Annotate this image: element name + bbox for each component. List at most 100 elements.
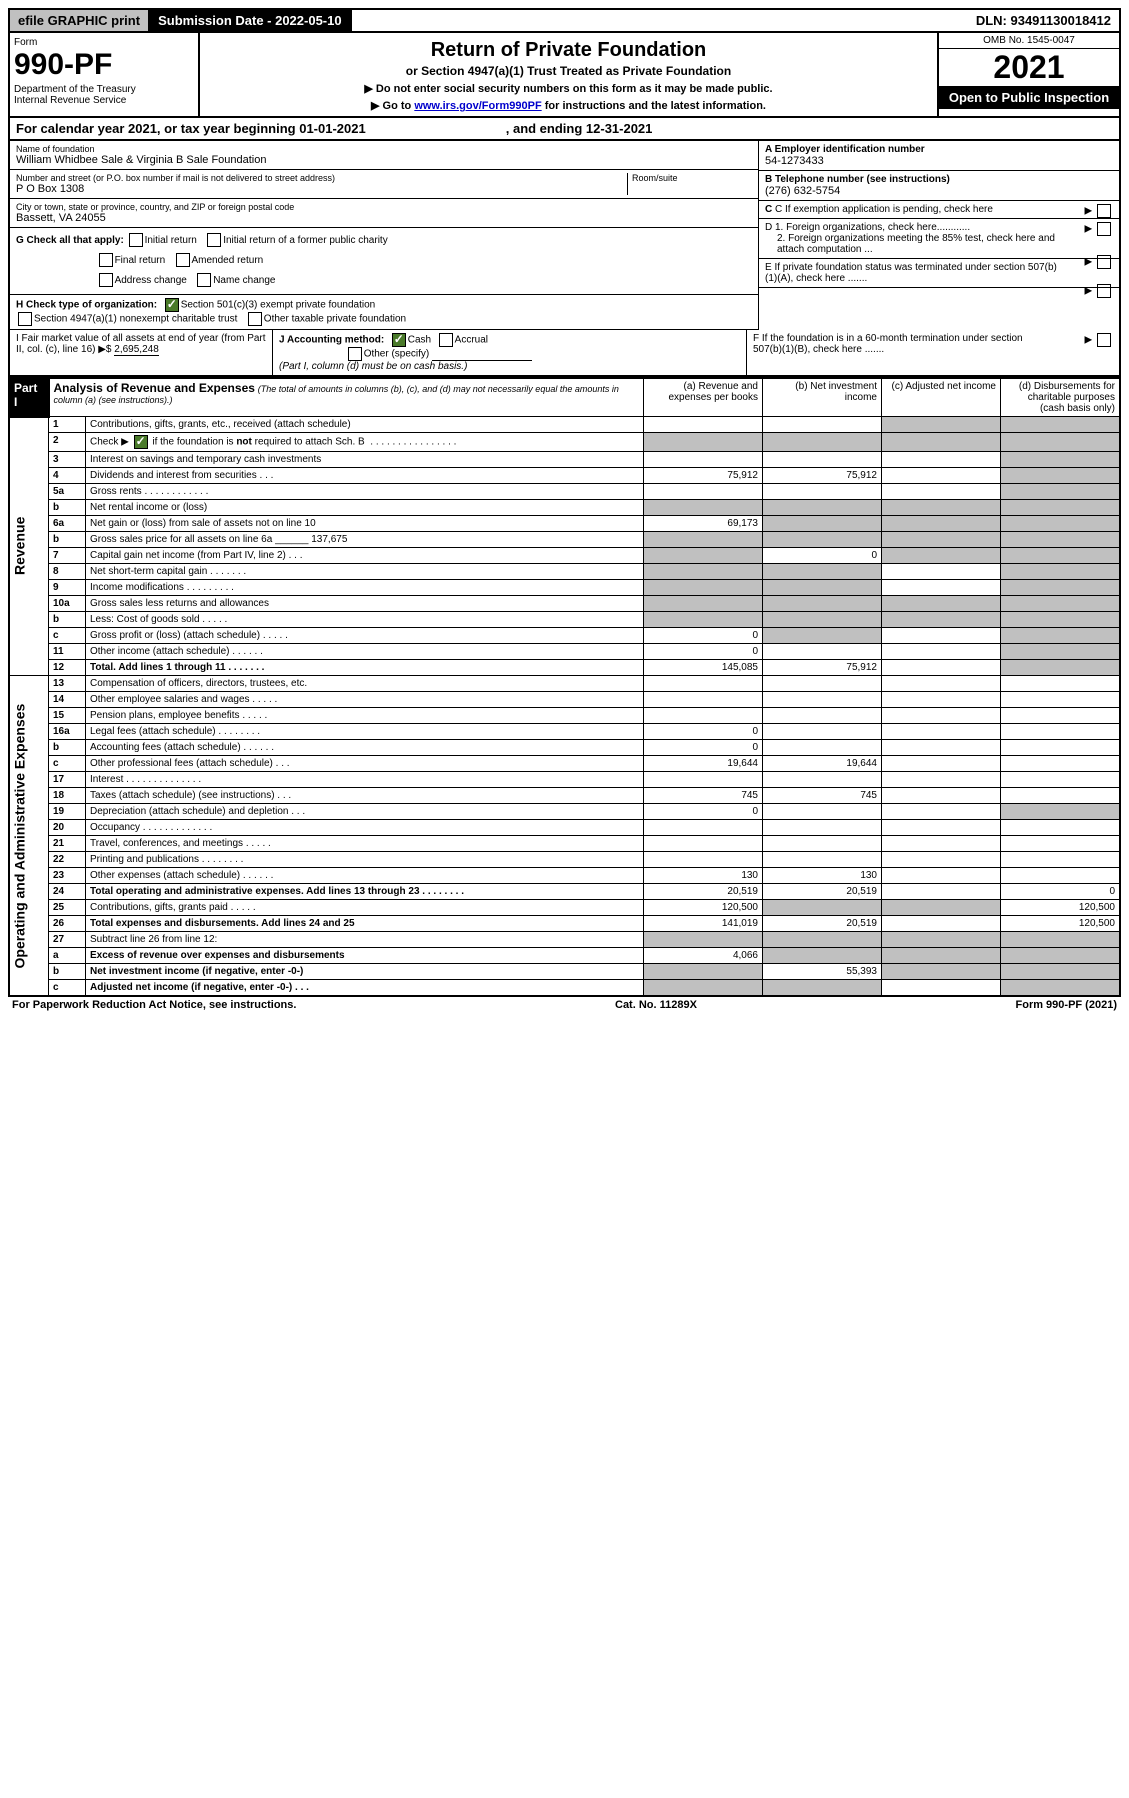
value-cell: 20,519 xyxy=(763,916,882,932)
section-j: J Accounting method: Cash Accrual Other … xyxy=(273,330,747,375)
line-description: Other income (attach schedule) . . . . .… xyxy=(86,644,644,660)
line-number: 27 xyxy=(49,932,86,948)
foundation-name-cell: Name of foundation William Whidbee Sale … xyxy=(10,141,758,170)
value-cell xyxy=(1001,740,1121,756)
table-row: 15Pension plans, employee benefits . . .… xyxy=(9,708,1120,724)
value-cell xyxy=(882,772,1001,788)
form-label: Form xyxy=(14,37,194,48)
phone-cell: B Telephone number (see instructions) (2… xyxy=(759,171,1119,201)
value-cell xyxy=(882,916,1001,932)
value-cell xyxy=(882,900,1001,916)
line-description: Compensation of officers, directors, tru… xyxy=(86,676,644,692)
chk-501c3[interactable] xyxy=(165,298,179,312)
value-cell xyxy=(1001,756,1121,772)
chk-other-taxable[interactable] xyxy=(248,312,262,326)
line-description: Check ▶ if the foundation is not require… xyxy=(86,433,644,452)
value-cell xyxy=(1001,932,1121,948)
line-number: 10a xyxy=(49,596,86,612)
chk-amended[interactable] xyxy=(176,253,190,267)
chk-c[interactable] xyxy=(1097,204,1111,218)
chk-final-return[interactable] xyxy=(99,253,113,267)
table-row: 14Other employee salaries and wages . . … xyxy=(9,692,1120,708)
value-cell xyxy=(882,948,1001,964)
value-cell xyxy=(763,628,882,644)
value-cell xyxy=(644,532,763,548)
section-c: C C If exemption application is pending,… xyxy=(759,201,1119,219)
line-description: Pension plans, employee benefits . . . .… xyxy=(86,708,644,724)
chk-initial-former[interactable] xyxy=(207,233,221,247)
line-number: b xyxy=(49,500,86,516)
value-cell xyxy=(763,433,882,452)
efile-print-button[interactable]: efile GRAPHIC print xyxy=(10,10,150,31)
chk-name-change[interactable] xyxy=(197,273,211,287)
chk-4947[interactable] xyxy=(18,312,32,326)
value-cell xyxy=(1001,532,1121,548)
table-row: Operating and Administrative Expenses13C… xyxy=(9,676,1120,692)
chk-f[interactable] xyxy=(1097,333,1111,347)
table-row: bGross sales price for all assets on lin… xyxy=(9,532,1120,548)
line-description: Travel, conferences, and meetings . . . … xyxy=(86,836,644,852)
value-cell xyxy=(882,452,1001,468)
value-cell xyxy=(1001,644,1121,660)
submission-date: Submission Date - 2022-05-10 xyxy=(150,10,352,31)
line-description: Total expenses and disbursements. Add li… xyxy=(86,916,644,932)
line-number: 16a xyxy=(49,724,86,740)
value-cell xyxy=(644,484,763,500)
open-public: Open to Public Inspection xyxy=(939,86,1119,109)
chk-d1[interactable] xyxy=(1097,222,1111,236)
table-row: 27Subtract line 26 from line 12: xyxy=(9,932,1120,948)
table-row: bNet investment income (if negative, ent… xyxy=(9,964,1120,980)
table-row: 22Printing and publications . . . . . . … xyxy=(9,852,1120,868)
col-a-header: (a) Revenue and expenses per books xyxy=(644,378,763,417)
value-cell xyxy=(882,500,1001,516)
chk-sch-b[interactable] xyxy=(134,435,148,449)
ein-cell: A Employer identification number 54-1273… xyxy=(759,141,1119,171)
address-cell: Number and street (or P.O. box number if… xyxy=(10,170,758,199)
value-cell: 120,500 xyxy=(1001,900,1121,916)
value-cell: 130 xyxy=(763,868,882,884)
line-number: 15 xyxy=(49,708,86,724)
footer-right: Form 990-PF (2021) xyxy=(1016,999,1117,1011)
value-cell xyxy=(763,532,882,548)
chk-address-change[interactable] xyxy=(99,273,113,287)
line-description: Accounting fees (attach schedule) . . . … xyxy=(86,740,644,756)
irs-link[interactable]: www.irs.gov/Form990PF xyxy=(414,100,541,112)
table-row: 7Capital gain net income (from Part IV, … xyxy=(9,548,1120,564)
header-mid: Return of Private Foundation or Section … xyxy=(200,33,937,116)
chk-cash[interactable] xyxy=(392,333,406,347)
value-cell xyxy=(763,676,882,692)
value-cell: 0 xyxy=(644,724,763,740)
form-note-1: ▶ Do not enter social security numbers o… xyxy=(204,82,933,95)
table-row: 3Interest on savings and temporary cash … xyxy=(9,452,1120,468)
line-number: 1 xyxy=(49,417,86,433)
value-cell xyxy=(644,676,763,692)
chk-accrual[interactable] xyxy=(439,333,453,347)
value-cell xyxy=(644,500,763,516)
top-bar: efile GRAPHIC print Submission Date - 20… xyxy=(8,8,1121,33)
value-cell xyxy=(644,596,763,612)
table-row: aExcess of revenue over expenses and dis… xyxy=(9,948,1120,964)
value-cell xyxy=(1001,692,1121,708)
chk-other-method[interactable] xyxy=(348,347,362,361)
value-cell xyxy=(644,964,763,980)
chk-d2[interactable] xyxy=(1097,255,1111,269)
value-cell xyxy=(644,692,763,708)
section-h: H Check type of organization: Section 50… xyxy=(10,295,758,330)
omb-number: OMB No. 1545-0047 xyxy=(939,33,1119,49)
value-cell xyxy=(763,516,882,532)
revenue-section-label: Revenue xyxy=(9,417,49,676)
value-cell xyxy=(644,852,763,868)
table-row: 10aGross sales less returns and allowanc… xyxy=(9,596,1120,612)
value-cell xyxy=(1001,980,1121,997)
line-description: Interest on savings and temporary cash i… xyxy=(86,452,644,468)
line-number: c xyxy=(49,628,86,644)
line-description: Other expenses (attach schedule) . . . .… xyxy=(86,868,644,884)
value-cell xyxy=(763,820,882,836)
chk-initial-return[interactable] xyxy=(129,233,143,247)
line-number: 24 xyxy=(49,884,86,900)
value-cell xyxy=(1001,948,1121,964)
line-number: b xyxy=(49,612,86,628)
table-row: 26Total expenses and disbursements. Add … xyxy=(9,916,1120,932)
value-cell: 0 xyxy=(763,548,882,564)
chk-e[interactable] xyxy=(1097,284,1111,298)
